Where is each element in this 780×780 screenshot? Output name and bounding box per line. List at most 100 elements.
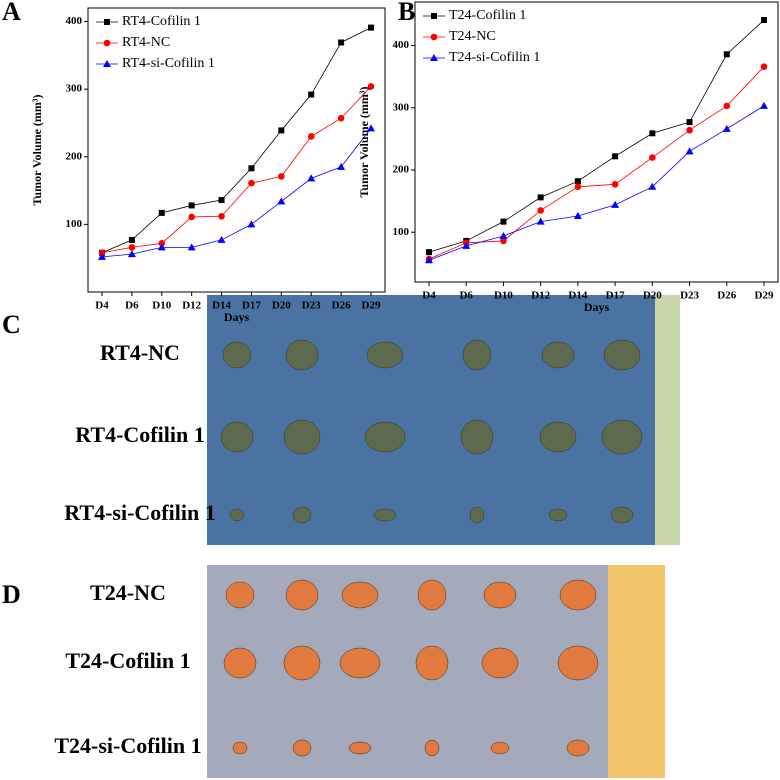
marker [649,154,656,161]
tumor [283,645,321,681]
row-label: RT4-NC [100,340,180,365]
tumor [364,421,406,453]
marker [574,178,581,185]
marker [500,237,507,245]
y-tick-label: 400 [393,39,410,51]
row-label: RT4-si-Cofilin 1 [64,500,215,525]
marker [573,212,582,220]
marker [367,83,375,90]
marker [536,217,545,225]
marker [127,250,136,258]
y-tick-label: 200 [393,164,410,176]
tumor [348,741,372,755]
y-axis-label: Tumor Volume (mm³) [357,87,371,198]
tumor [373,508,397,522]
tumor [339,647,381,679]
tumor [548,508,568,522]
marker [278,127,285,134]
y-tick-label: 100 [66,218,83,230]
marker [368,24,374,31]
x-axis-label: Days [584,300,610,314]
marker [278,173,285,180]
marker [337,114,345,122]
x-tick-label: D20 [643,290,662,302]
tumor [225,581,255,609]
marker [128,236,135,243]
tumor [539,421,577,453]
marker [430,54,438,61]
tumor [601,419,643,455]
marker [686,126,693,134]
marker [686,119,693,126]
x-tick-label: D12 [531,290,550,302]
marker [612,153,619,160]
marker [723,102,731,110]
series-line [428,66,765,260]
panel-letter: A [2,0,21,26]
marker [500,218,507,225]
x-tick-label: D10 [494,290,513,302]
tumor [222,341,252,369]
marker [247,220,256,228]
marker [425,256,433,264]
tumor [566,739,590,757]
panel-letter: C [2,310,21,339]
legend-label: T24-NC [449,29,496,44]
marker [537,207,544,214]
marker [685,147,694,155]
marker [308,91,315,98]
x-tick-label: D4 [422,290,436,302]
marker [128,244,136,251]
tumor [460,419,494,455]
legend-label: RT4-si-Cofilin 1 [122,56,215,71]
marker [462,241,471,249]
marker [187,243,196,251]
y-tick-label: 300 [393,101,410,113]
ruler [655,295,680,545]
marker [218,212,225,220]
series-line [101,27,372,254]
tumor [232,741,248,755]
panel-letter: D [2,580,21,609]
ruler [608,565,665,778]
legend-label: RT4-NC [122,35,170,50]
row-label: T24-NC [90,580,166,605]
marker [761,17,767,24]
tumor [483,581,517,609]
x-tick-label: D29 [755,290,774,302]
legend-label: T24-si-Cofilin 1 [449,50,540,65]
x-tick-label: D6 [459,290,473,302]
y-tick-label: 400 [66,15,83,27]
marker [104,19,110,25]
x-tick-label: D29 [362,300,381,312]
tumor [462,339,492,371]
x-tick-label: D6 [125,300,139,312]
marker [103,60,111,67]
x-tick-label: D4 [95,300,109,312]
tumor [424,739,440,757]
tumor [417,579,447,611]
x-tick-label: D20 [272,300,291,312]
marker [537,194,544,201]
tumor [220,421,254,453]
marker [337,162,346,170]
marker [367,124,375,132]
tumor [292,739,312,757]
marker [307,133,315,140]
x-tick-label: D26 [332,300,351,312]
marker [723,51,730,58]
series-line [101,86,372,254]
marker [430,33,438,41]
x-tick-label: D26 [717,290,736,302]
tumor [285,339,319,371]
marker [499,231,508,239]
series-line [101,128,372,258]
marker [248,179,255,187]
x-tick-label: D12 [182,300,201,312]
marker [157,243,166,251]
tumor [557,645,599,681]
legend-label: T24-Cofilin 1 [449,8,526,23]
marker [103,39,111,47]
plot-frame [414,1,779,283]
x-tick-label: D17 [242,300,261,312]
